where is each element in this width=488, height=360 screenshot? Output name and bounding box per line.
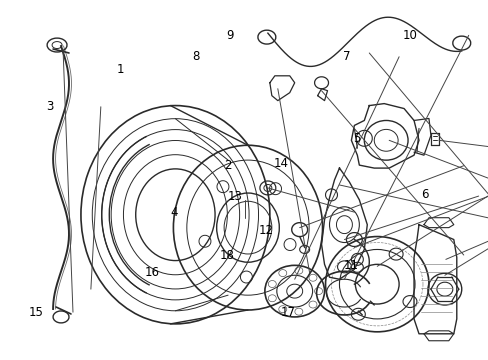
Text: 15: 15 <box>29 306 44 319</box>
Text: 17: 17 <box>280 306 295 319</box>
Text: 14: 14 <box>273 157 288 170</box>
Text: 11: 11 <box>343 259 358 272</box>
Text: 10: 10 <box>402 29 416 42</box>
Text: 12: 12 <box>258 224 273 237</box>
Text: 2: 2 <box>224 159 231 172</box>
Text: 1: 1 <box>117 63 124 76</box>
Text: 3: 3 <box>46 100 54 113</box>
Text: 16: 16 <box>144 266 159 279</box>
Text: 6: 6 <box>420 188 427 201</box>
Text: 7: 7 <box>342 50 349 63</box>
Text: 18: 18 <box>220 248 234 261</box>
Text: 9: 9 <box>226 29 233 42</box>
Text: 8: 8 <box>192 50 199 63</box>
Text: 13: 13 <box>227 190 242 203</box>
Text: 4: 4 <box>170 206 177 219</box>
Text: 5: 5 <box>352 132 359 145</box>
